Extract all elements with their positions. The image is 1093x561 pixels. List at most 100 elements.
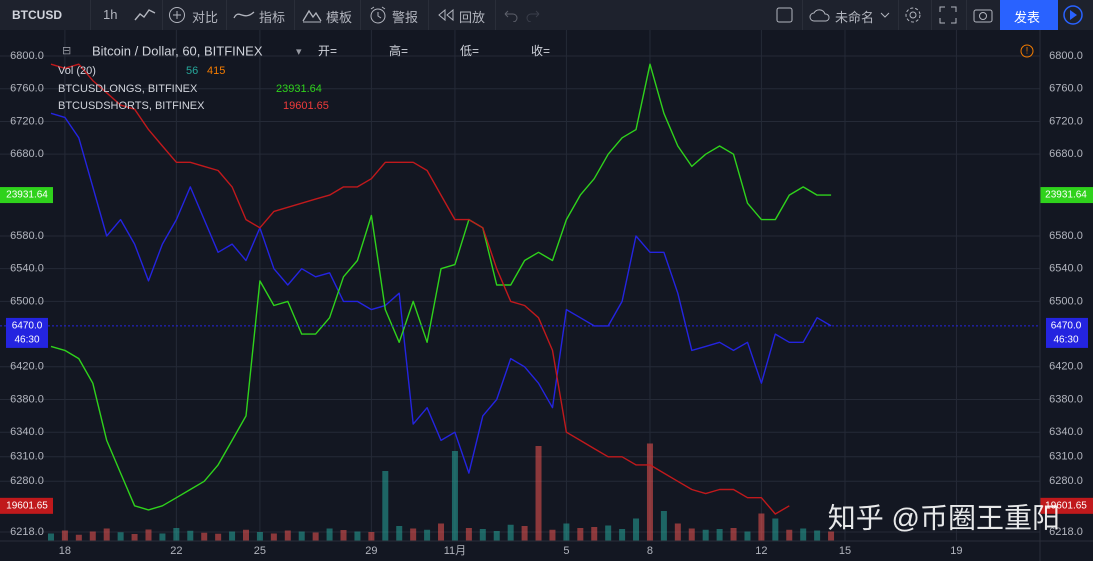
- y-tick-label-right: 6500.0: [1049, 295, 1083, 307]
- replay-button[interactable]: 回放: [459, 10, 486, 25]
- snapshot-icon[interactable]: [973, 6, 993, 24]
- volume-bar: [340, 530, 347, 541]
- x-tick-label: 15: [839, 545, 851, 557]
- volume-bar: [131, 534, 138, 541]
- volume-bar: [270, 533, 277, 541]
- volume-bar: [493, 531, 500, 541]
- indicators-button[interactable]: 指标: [259, 10, 286, 25]
- x-tick-label: 18: [59, 545, 71, 557]
- y-tick-label-right: 6420.0: [1049, 361, 1083, 373]
- x-tick-label: 8: [647, 545, 653, 557]
- volume-bar: [173, 528, 180, 541]
- volume-bar: [758, 513, 765, 541]
- x-tick-label: 11月: [444, 545, 466, 557]
- last-value-badge: [0, 187, 53, 204]
- volume-bar: [479, 529, 486, 541]
- volume-bar: [772, 518, 779, 541]
- volume-bar: [187, 530, 194, 541]
- volume-bar: [354, 531, 361, 541]
- alert-button[interactable]: 警报: [392, 10, 419, 25]
- settings-icon[interactable]: [903, 5, 923, 25]
- play-icon[interactable]: [1062, 5, 1084, 25]
- y-tick-label-right: 6540.0: [1049, 263, 1083, 275]
- ohlc-label: 高=: [389, 43, 408, 58]
- countdown-label: 46:30: [1053, 335, 1078, 346]
- volume-bar: [674, 523, 681, 541]
- last-value-badge: [0, 497, 53, 514]
- y-tick-label-left: 6380.0: [10, 393, 44, 405]
- interval[interactable]: 1h: [103, 7, 118, 22]
- volume-bar: [563, 523, 570, 541]
- compare-button[interactable]: 对比: [192, 10, 219, 25]
- chart-style-icon[interactable]: [134, 7, 156, 23]
- last-price-badge: [6, 317, 48, 348]
- indicator-icon[interactable]: [233, 8, 255, 22]
- x-tick-label: 12: [755, 545, 767, 557]
- symbol[interactable]: BTCUSD: [12, 8, 62, 22]
- y-tick-label-left: 6680.0: [10, 148, 44, 160]
- volume-legend: Vol (20): [58, 65, 96, 77]
- y-tick-label-right: 6680.0: [1049, 148, 1083, 160]
- volume-bar: [424, 529, 431, 541]
- longs-value: 23931.64: [276, 83, 322, 95]
- volume-bar: [368, 532, 375, 541]
- y-tick-label-left: 6218.0: [10, 526, 44, 538]
- templates-button[interactable]: 模板: [326, 10, 353, 25]
- volume-bar: [298, 531, 305, 541]
- volume-bar: [159, 533, 166, 541]
- volume-bar: [507, 524, 514, 541]
- volume-bar: [535, 446, 542, 541]
- volume-bar: [438, 523, 445, 541]
- last-value-label: 19601.65: [6, 500, 48, 511]
- volume-bar: [730, 528, 737, 541]
- volume-bar: [716, 529, 723, 541]
- cloud-icon[interactable]: [808, 7, 832, 23]
- layout-icon[interactable]: [776, 7, 794, 23]
- warning-icon[interactable]: [1020, 44, 1034, 58]
- series-line: [50, 63, 790, 515]
- alert-icon[interactable]: [368, 6, 388, 24]
- warning-mark: !: [1026, 45, 1029, 55]
- volume-bar: [619, 529, 626, 541]
- y-tick-label-right: 6720.0: [1049, 115, 1083, 127]
- volume-bar: [312, 532, 319, 541]
- volume-bar: [410, 528, 417, 541]
- publish-label[interactable]: 发表: [1014, 10, 1041, 25]
- y-tick-label-left: 6760.0: [10, 83, 44, 95]
- longs-legend: BTCUSDLONGS, BITFINEX: [58, 83, 198, 95]
- volume-bar: [744, 531, 751, 541]
- chart-background: [0, 30, 1093, 561]
- volume-bar: [117, 532, 124, 541]
- shorts-value: 19601.65: [283, 100, 329, 112]
- volume-bar: [591, 527, 598, 541]
- volume-ma-value: 415: [207, 65, 225, 77]
- ohlc-label: 收=: [531, 44, 550, 58]
- volume-bar: [549, 529, 556, 541]
- y-tick-label-right: 6310.0: [1049, 451, 1083, 463]
- volume-bar: [605, 525, 612, 541]
- replay-icon[interactable]: [437, 8, 455, 22]
- template-icon[interactable]: [302, 7, 322, 23]
- volume-bar: [215, 533, 222, 541]
- undo-redo-icons[interactable]: [502, 8, 542, 22]
- last-value-badge: [1040, 497, 1093, 514]
- fullscreen-icon[interactable]: [939, 6, 957, 24]
- chart-title: Bitcoin / Dollar, 60, BITFINEX: [92, 43, 263, 58]
- caret-icon[interactable]: [880, 12, 890, 20]
- volume-bar: [75, 534, 82, 541]
- volume-bar: [465, 528, 472, 541]
- layout-name[interactable]: 未命名: [835, 10, 875, 25]
- volume-bar: [786, 529, 793, 541]
- collapse-icon[interactable]: ⊟: [62, 45, 71, 57]
- last-price-badge: [1046, 317, 1088, 348]
- volume-bar: [201, 532, 208, 541]
- volume-bar: [633, 518, 640, 541]
- y-tick-label-left: 6420.0: [10, 361, 44, 373]
- compare-icon[interactable]: [168, 6, 186, 24]
- volume-bar: [646, 443, 653, 541]
- caret[interactable]: ▾: [296, 46, 302, 58]
- y-tick-label-left: 6540.0: [10, 263, 44, 275]
- watermark: 知乎 @币圈王重阳: [828, 502, 1060, 533]
- volume-bar: [229, 531, 236, 541]
- publish-button[interactable]: [1000, 0, 1058, 30]
